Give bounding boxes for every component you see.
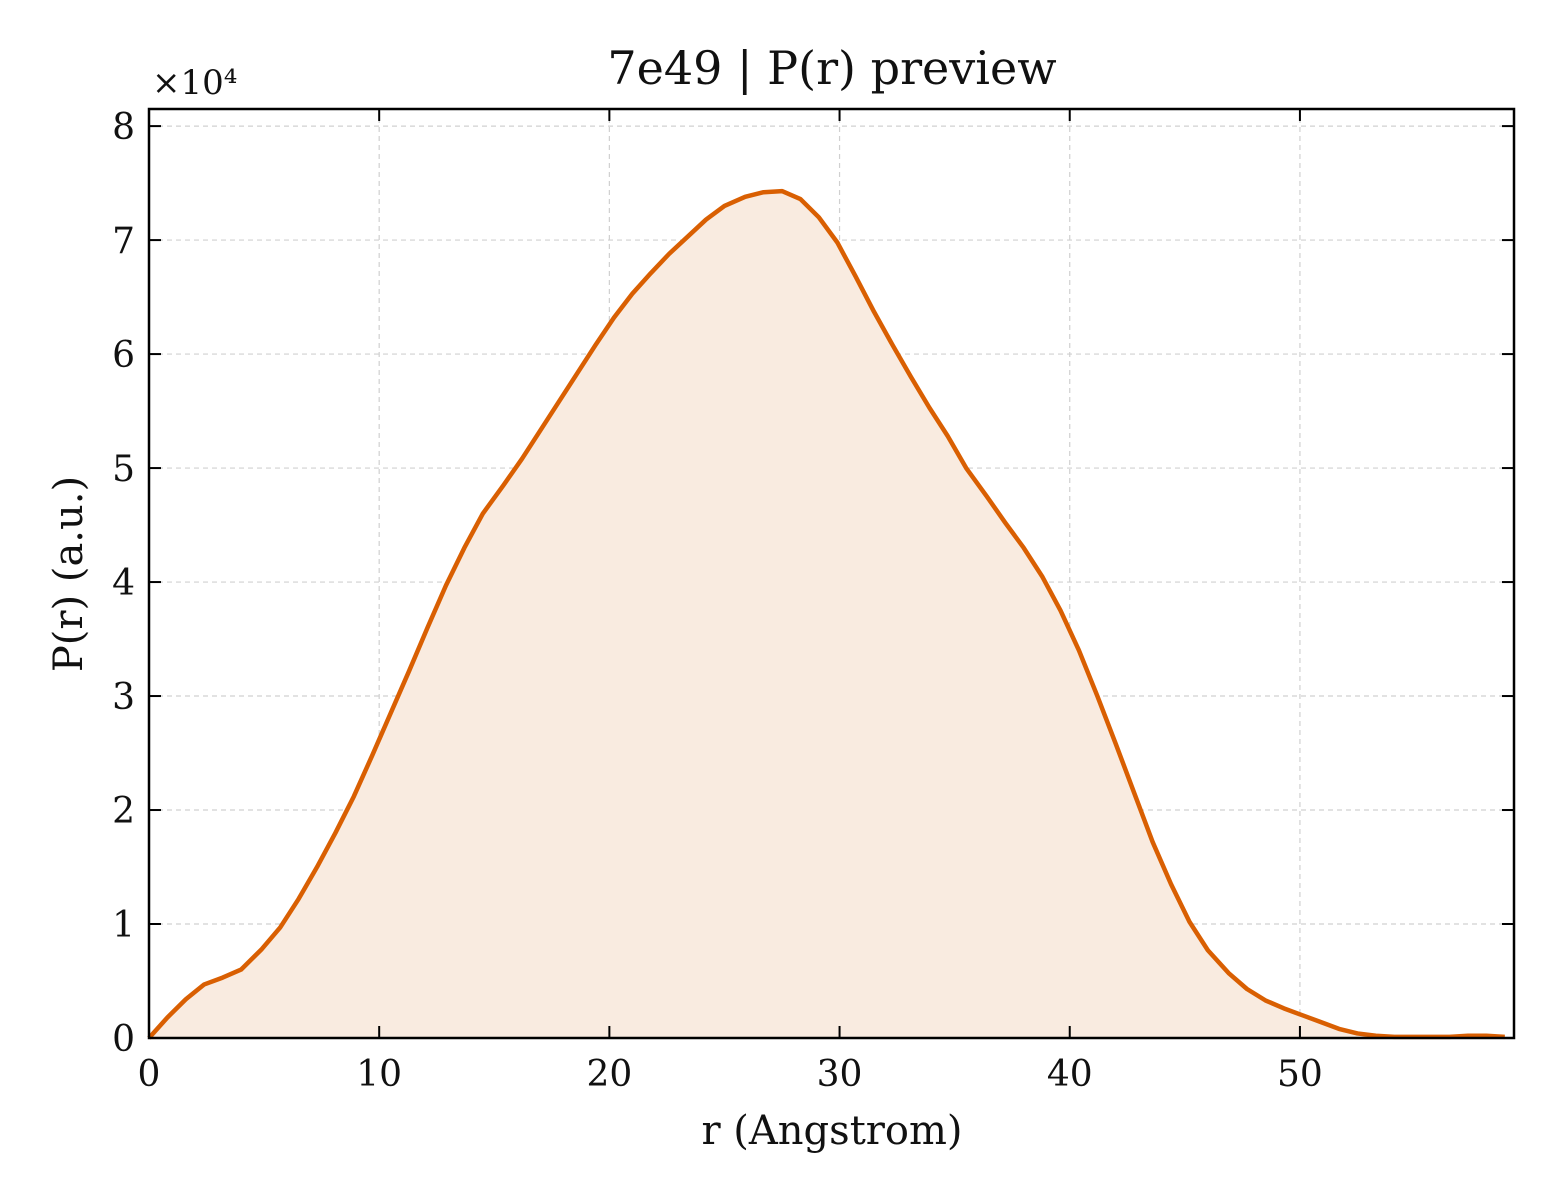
area-fill: [149, 191, 1505, 1038]
y-tick-label: 1: [112, 905, 135, 946]
y-tick-label: 8: [112, 107, 135, 148]
y-tick-label: 0: [112, 1019, 135, 1060]
x-tick-label: 0: [138, 1054, 161, 1095]
y-axis-label: P(r) (a.u.): [46, 476, 92, 672]
y-axis-multiplier: ×10⁴: [152, 63, 237, 103]
y-tick-label: 6: [112, 335, 135, 376]
y-tick-label: 2: [112, 791, 135, 832]
y-axis-ticks: 0 1 2 3 4 5 6 7 8: [112, 107, 1514, 1060]
y-tick-label: 4: [112, 563, 135, 604]
x-axis-label: r (Angstrom): [701, 1108, 962, 1154]
x-tick-label: 40: [1047, 1054, 1093, 1095]
x-tick-label: 10: [356, 1054, 402, 1095]
series-line: [147, 188, 1505, 1040]
x-tick-label: 50: [1277, 1054, 1323, 1095]
x-axis-ticks: 0 10 20 30 40 50: [138, 109, 1323, 1095]
y-tick-label: 7: [112, 221, 135, 262]
chart-title: 7e49 | P(r) preview: [607, 41, 1056, 95]
y-tick-label: 5: [112, 449, 135, 490]
plot-frame: [147, 107, 1516, 1040]
x-tick-label: 20: [586, 1054, 632, 1095]
y-tick-label: 3: [112, 677, 135, 718]
x-tick-label: 30: [817, 1054, 863, 1095]
